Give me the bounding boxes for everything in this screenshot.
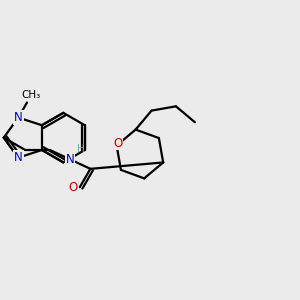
Text: CH₃: CH₃: [22, 90, 41, 100]
Text: H: H: [77, 144, 84, 154]
Text: N: N: [14, 151, 23, 164]
Text: O: O: [113, 136, 122, 149]
Text: N: N: [14, 111, 23, 124]
Text: N: N: [66, 153, 74, 166]
Text: O: O: [68, 181, 77, 194]
